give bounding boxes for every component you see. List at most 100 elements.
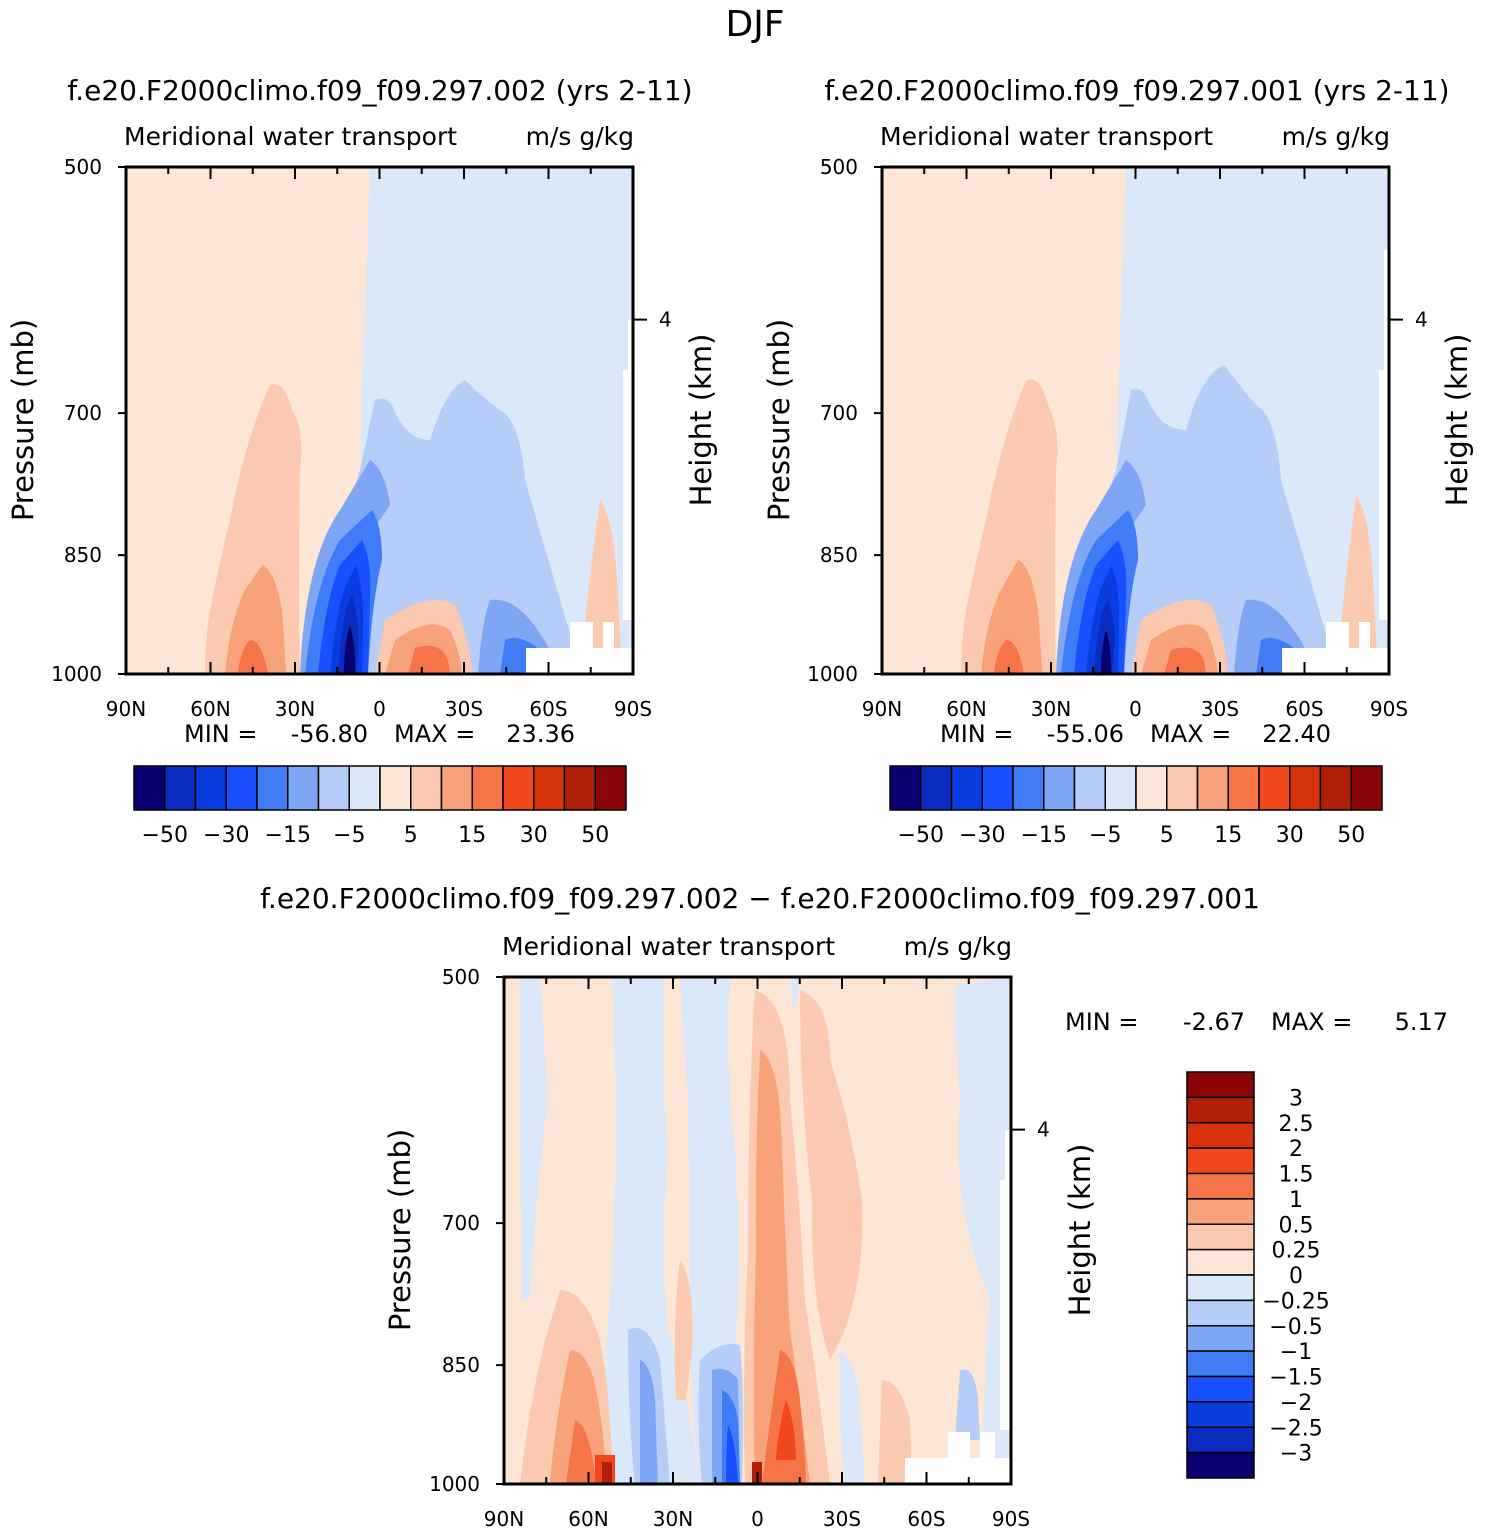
colorbar-label: 1 bbox=[1289, 1188, 1303, 1213]
colorbar-swatch bbox=[256, 765, 289, 811]
stat-max-value: 23.36 bbox=[506, 720, 575, 748]
y-tick-label: 1000 bbox=[51, 662, 102, 686]
colorbar-swatch bbox=[194, 765, 227, 811]
contour-field bbox=[504, 977, 1011, 1484]
colorbar-label: 15 bbox=[1214, 823, 1242, 848]
colorbar-swatch bbox=[1196, 765, 1229, 811]
y-axis-label: Pressure (mb) bbox=[6, 319, 40, 521]
x-tick-label: 60N bbox=[568, 1507, 608, 1531]
x-tick-label: 30S bbox=[1201, 697, 1239, 721]
contour-band bbox=[1101, 630, 1112, 674]
colorbar-label: −15 bbox=[1021, 823, 1067, 848]
x-tick-label: 0 bbox=[751, 1507, 764, 1531]
colorbar-swatch bbox=[889, 765, 922, 811]
x-tick-label: 60S bbox=[529, 697, 567, 721]
colorbar-label: 2.5 bbox=[1279, 1112, 1314, 1137]
colorbar-label: −30 bbox=[203, 823, 249, 848]
stat-max-label: MAX = bbox=[1271, 1008, 1352, 1036]
y-tick-label: 700 bbox=[442, 1211, 480, 1235]
colorbar-swatch bbox=[563, 765, 596, 811]
y-tick-label: 850 bbox=[64, 543, 102, 567]
x-tick-label: 0 bbox=[1129, 697, 1142, 721]
panel-case: f.e20.F2000climo.f09_f09.297.002 (yrs 2-… bbox=[6, 74, 718, 848]
colorbar-swatch bbox=[348, 765, 381, 811]
x-tick-labels: 90N 60N 30N 0 30S 60S 90S bbox=[106, 167, 652, 721]
colorbar-vertical: 32.521.510.50.250−0.25−0.5−1−1.5−2−2.5−3 bbox=[1186, 1071, 1330, 1479]
panel-title: f.e20.F2000climo.f09_f09.297.002 (yrs 2-… bbox=[67, 74, 692, 107]
stat-min-value: -2.67 bbox=[1183, 1008, 1245, 1036]
y-tick-right-label: 4 bbox=[659, 308, 672, 332]
colorbar-swatch bbox=[533, 765, 566, 811]
contour-band bbox=[520, 990, 912, 1484]
x-tick-label: 30S bbox=[823, 1507, 861, 1531]
x-tick-label: 0 bbox=[373, 697, 386, 721]
y-tick-label: 500 bbox=[820, 155, 858, 179]
colorbar-label: −15 bbox=[265, 823, 311, 848]
colorbar-label: −2.5 bbox=[1269, 1416, 1322, 1441]
colorbar-label: 1.5 bbox=[1279, 1163, 1314, 1188]
colorbar-swatch bbox=[1186, 1451, 1255, 1479]
y-tick-label: 1000 bbox=[807, 662, 858, 686]
y-axis-label-right: Height (km) bbox=[1440, 334, 1474, 507]
x-tick-label: 30S bbox=[445, 697, 483, 721]
contour-band bbox=[344, 625, 356, 674]
x-tick-label: 30N bbox=[653, 1507, 693, 1531]
colorbar-label: 50 bbox=[581, 823, 609, 848]
colorbar-swatch bbox=[1104, 765, 1137, 811]
stat-max-label: MAX = bbox=[394, 720, 475, 748]
y-tick-labels: 500 700 850 1000 bbox=[429, 965, 504, 1496]
y-tick-label: 700 bbox=[64, 401, 102, 425]
y-tick-labels: 500 700 850 1000 bbox=[51, 155, 126, 686]
y-axis-label: Pressure (mb) bbox=[383, 1129, 417, 1331]
y-axis-label-right: Height (km) bbox=[1063, 1144, 1097, 1317]
x-tick-label: 60N bbox=[946, 697, 986, 721]
contour-band bbox=[640, 1360, 740, 1484]
panel-subtitle-left: Meridional water transport bbox=[880, 122, 1213, 151]
y-tick-label: 500 bbox=[64, 155, 102, 179]
colorbar-swatch bbox=[1012, 765, 1045, 811]
colorbar-label: 50 bbox=[1337, 823, 1365, 848]
y-ticks-right: 4 bbox=[1011, 1118, 1050, 1142]
colorbar-label: 15 bbox=[458, 823, 486, 848]
stat-min-value: -55.06 bbox=[1047, 720, 1124, 748]
x-tick-label: 30N bbox=[1031, 697, 1071, 721]
colorbar-swatch bbox=[594, 765, 627, 811]
colorbar-swatch bbox=[1186, 1198, 1255, 1225]
colorbar-swatch bbox=[1043, 765, 1076, 811]
colorbar-label: 0.5 bbox=[1279, 1213, 1314, 1238]
colorbar-swatch bbox=[1186, 1375, 1255, 1403]
colorbar-swatch bbox=[1258, 765, 1291, 811]
contour-band bbox=[337, 380, 572, 674]
stat-min-label: MIN = bbox=[1065, 1008, 1138, 1036]
colorbar-swatch bbox=[1135, 765, 1168, 811]
colorbar-swatch bbox=[1186, 1299, 1255, 1327]
x-tick-labels: 90N 60N 30N 0 30S 60S 90S bbox=[484, 977, 1030, 1531]
colorbar-swatch bbox=[225, 765, 258, 811]
main-title: DJF bbox=[725, 4, 784, 45]
x-tick-label: 90N bbox=[106, 697, 146, 721]
stat-max-value: 5.17 bbox=[1395, 1008, 1448, 1036]
stat-max-label: MAX = bbox=[1150, 720, 1231, 748]
colorbar-swatch bbox=[920, 765, 953, 811]
colorbar-swatch bbox=[1289, 765, 1322, 811]
colorbar-label: 3 bbox=[1289, 1086, 1303, 1111]
colorbar-swatch bbox=[1186, 1223, 1255, 1251]
colorbar-label: −0.25 bbox=[1262, 1289, 1329, 1314]
panel-subtitle-right: m/s g/kg bbox=[526, 122, 634, 151]
colorbar-label: −3 bbox=[1280, 1442, 1312, 1467]
contour-band bbox=[1056, 460, 1311, 674]
panel-difference: f.e20.F2000climo.f09_f09.297.002 − f.e20… bbox=[260, 882, 1448, 1531]
colorbar-label: −2 bbox=[1280, 1391, 1312, 1416]
contour-band bbox=[994, 640, 1206, 674]
contour-field bbox=[882, 167, 1389, 674]
contour-band bbox=[726, 1425, 738, 1484]
y-tick-right-label: 4 bbox=[1037, 1118, 1050, 1142]
panel-control: f.e20.F2000climo.f09_f09.297.001 (yrs 2-… bbox=[762, 74, 1474, 848]
y-tick-labels: 500 700 850 1000 bbox=[807, 155, 882, 686]
stat-min-label: MIN = bbox=[940, 720, 1013, 748]
colorbar-swatch bbox=[981, 765, 1014, 811]
colorbar-label: −1.5 bbox=[1269, 1366, 1322, 1391]
contour-band bbox=[225, 565, 462, 674]
y-ticks-right: 4 bbox=[633, 308, 672, 332]
stat-min-label: MIN = bbox=[184, 720, 257, 748]
